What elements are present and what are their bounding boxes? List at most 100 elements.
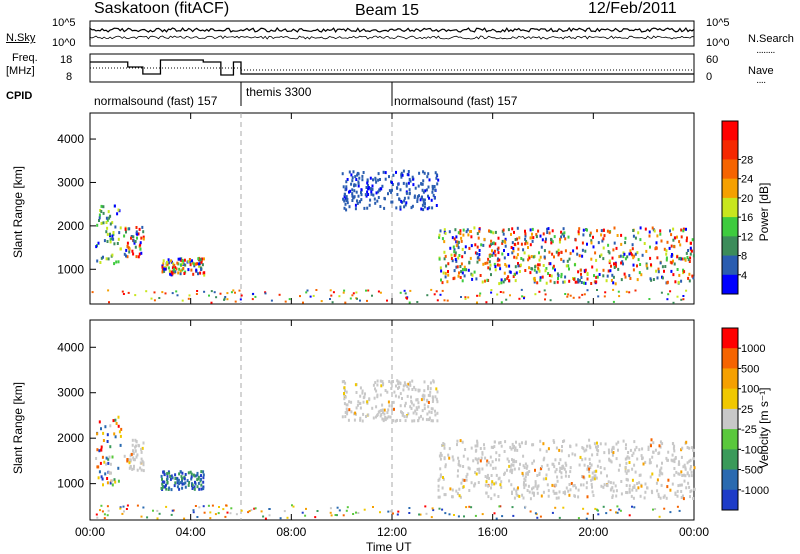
power-cell: [518, 270, 521, 273]
velocity-cell: [476, 458, 479, 462]
power-cell: [198, 257, 201, 261]
velocity-cell: [650, 444, 652, 448]
velocity-cell: [464, 448, 467, 451]
velocity-ground-cell: [418, 513, 421, 516]
power-cell: [142, 235, 145, 239]
velocity-cell: [660, 466, 663, 470]
power-ground-cell: [121, 290, 124, 293]
velocity-cell: [674, 457, 677, 460]
velocity-cell: [524, 478, 527, 482]
velocity-cell: [638, 473, 641, 477]
power-cell: [113, 204, 116, 208]
velocity-cell: [420, 414, 422, 418]
velocity-cell: [166, 477, 169, 481]
velocity-cell: [490, 486, 492, 490]
power-cell: [542, 264, 545, 267]
velocity-cell: [689, 467, 692, 471]
velocity-cell: [163, 480, 166, 484]
power-cell: [345, 195, 348, 199]
velocity-cell: [472, 459, 475, 463]
velocity-ground-cell: [247, 511, 250, 514]
power-ground-cell: [490, 291, 493, 294]
power-cell: [562, 280, 565, 284]
velocity-ground-cell: [262, 515, 265, 518]
power-cell: [494, 265, 497, 269]
power-ground-cell: [187, 297, 190, 300]
power-cell: [177, 257, 180, 261]
power-cell: [573, 263, 576, 267]
power-cell: [372, 193, 375, 197]
power-cell: [360, 188, 363, 192]
power-cell: [407, 181, 410, 185]
velocity-cell: [513, 467, 516, 471]
velocity-cell: [366, 400, 369, 404]
power-cell: [132, 252, 135, 256]
velocity-cell: [600, 471, 603, 475]
velocity-cell: [626, 478, 629, 482]
velocity-cell: [457, 469, 459, 473]
velocity-cell: [202, 476, 205, 480]
power-cell: [166, 260, 168, 264]
power-cell: [608, 251, 611, 255]
power-cell: [584, 281, 587, 285]
power-cell: [376, 199, 379, 203]
power-cell: [109, 214, 112, 218]
power-cell: [651, 226, 654, 230]
power-ground-cell: [666, 298, 669, 301]
velocity-ground-cell: [616, 505, 619, 508]
power-cell: [690, 241, 692, 245]
power-cell: [607, 243, 610, 247]
power-cell: [448, 230, 451, 234]
velocity-ground-cell: [554, 506, 557, 509]
velocity-cell: [651, 472, 654, 476]
velocity-cell: [649, 475, 652, 479]
power-cell: [458, 271, 460, 275]
velocity-cell: [190, 475, 193, 479]
velocity-cell: [522, 473, 525, 477]
power-cell: [494, 230, 497, 234]
power-cell: [661, 265, 664, 269]
power-cell: [689, 252, 692, 256]
velocity-cell: [666, 485, 669, 489]
velocity-ground-cell: [335, 514, 338, 517]
velocity-cell: [533, 459, 535, 463]
velocity-cell: [460, 481, 463, 485]
velocity-cell: [130, 452, 133, 456]
velocity-ground-cell: [165, 505, 168, 508]
power-cell: [183, 258, 186, 262]
velocity-cell: [437, 478, 440, 482]
velocity-cell: [381, 380, 384, 384]
velocity-ground-cell: [408, 512, 411, 514]
power-cell: [181, 259, 184, 262]
power-cell: [610, 264, 612, 268]
power-cell: [139, 243, 142, 247]
power-cell: [430, 198, 433, 202]
power-cell: [128, 247, 131, 251]
power-cell: [539, 255, 542, 259]
power-ground-cell: [158, 297, 161, 299]
velocity-ground-cell: [214, 513, 217, 516]
velocity-cell: [463, 478, 466, 482]
power-cell: [532, 236, 535, 240]
velocity-cell: [595, 476, 598, 480]
velocity-cell: [426, 398, 428, 402]
velocity-ground-cell: [357, 512, 360, 514]
power-cell: [178, 267, 181, 271]
velocity-cell: [183, 482, 186, 486]
power-cell: [456, 265, 459, 269]
velocity-cell: [140, 468, 143, 472]
velocity-cell: [348, 400, 351, 404]
velocity-cell: [676, 489, 679, 493]
power-cell: [659, 261, 662, 265]
velocity-cell: [394, 419, 397, 423]
power-cell: [105, 230, 108, 234]
power-cell: [560, 272, 563, 276]
velocity-ground-cell: [196, 516, 199, 518]
velocity-cell: [604, 442, 607, 446]
velocity-cell: [522, 454, 525, 458]
power-ground-cell: [416, 301, 419, 303]
power-colorbar-tick-label-3: 16: [741, 212, 753, 224]
date-title: 12/Feb/2011: [588, 0, 677, 17]
power-cell: [639, 226, 642, 230]
velocity-cell: [168, 471, 171, 475]
